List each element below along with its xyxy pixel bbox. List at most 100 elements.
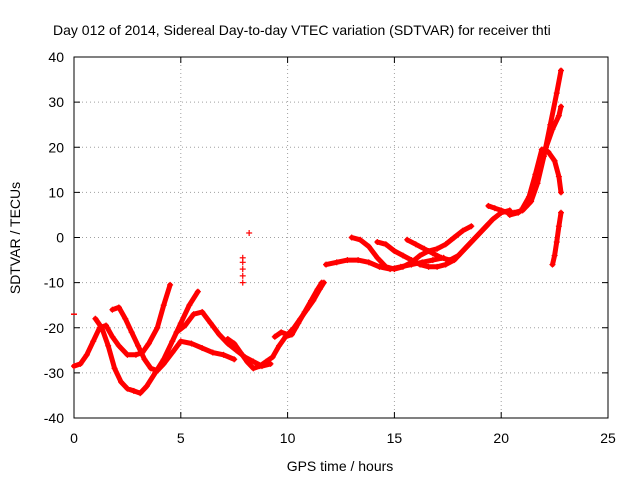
- data-point: [244, 358, 251, 365]
- y-tick-label: -20: [44, 320, 64, 336]
- plot-area: [71, 67, 565, 397]
- data-point: [374, 239, 381, 246]
- x-tick-label: 0: [70, 430, 78, 446]
- data-point: [468, 223, 475, 230]
- data-point: [239, 266, 246, 273]
- data-point: [124, 385, 131, 392]
- data-point: [558, 103, 565, 110]
- data-point: [555, 112, 562, 119]
- data-point: [130, 387, 137, 394]
- data-point: [271, 333, 278, 340]
- y-tick-label: 20: [48, 139, 64, 155]
- data-point: [498, 207, 505, 214]
- data-point: [316, 286, 323, 293]
- series-arc-e-line: [225, 280, 325, 371]
- data-point: [489, 216, 496, 223]
- data-point: [481, 225, 488, 232]
- x-tick-label: 25: [600, 430, 616, 446]
- data-point: [188, 340, 195, 347]
- y-tick-label: 40: [48, 49, 64, 65]
- data-point: [105, 342, 112, 349]
- data-point: [111, 365, 118, 372]
- data-point: [269, 354, 276, 361]
- data-point: [109, 306, 116, 313]
- data-point: [555, 223, 562, 230]
- data-point: [417, 261, 424, 268]
- data-point: [455, 252, 462, 259]
- data-point: [278, 329, 285, 336]
- data-point: [297, 315, 304, 322]
- data-point: [323, 261, 330, 268]
- data-point: [549, 261, 556, 268]
- axis-ticks: [73, 56, 609, 419]
- data-point: [169, 349, 176, 356]
- grid: [74, 57, 608, 418]
- data-point: [303, 306, 310, 313]
- data-point: [169, 338, 176, 345]
- data-point: [190, 311, 197, 318]
- data-point: [365, 243, 372, 250]
- data-point: [276, 342, 283, 349]
- data-point: [391, 266, 398, 273]
- data-point: [382, 263, 389, 270]
- data-point: [551, 157, 558, 164]
- data-point: [246, 229, 253, 236]
- data-point: [267, 360, 274, 367]
- data-point: [451, 234, 458, 241]
- y-tick-label: 30: [48, 94, 64, 110]
- data-point: [115, 342, 122, 349]
- data-point: [250, 358, 257, 365]
- series-arc-n-line: [550, 210, 564, 268]
- data-point: [154, 367, 161, 374]
- data-point: [250, 365, 257, 372]
- data-point: [124, 351, 131, 358]
- data-point: [515, 209, 522, 216]
- data-point: [199, 308, 206, 315]
- x-tick-label: 5: [177, 430, 185, 446]
- data-point: [355, 257, 362, 264]
- data-point: [545, 148, 552, 155]
- series-arc-f-line: [272, 280, 327, 340]
- data-point: [143, 383, 150, 390]
- data-point: [525, 193, 532, 200]
- data-point: [132, 351, 139, 358]
- data-point: [141, 356, 148, 363]
- data-point: [538, 146, 545, 153]
- data-point: [122, 315, 129, 322]
- data-point: [553, 239, 560, 246]
- data-point: [374, 254, 381, 261]
- data-point: [348, 234, 355, 241]
- data-point: [186, 302, 193, 309]
- data-point: [412, 241, 419, 248]
- data-point: [160, 302, 167, 309]
- data-point: [506, 211, 513, 218]
- data-point: [90, 338, 97, 345]
- data-point: [485, 202, 492, 209]
- data-point: [404, 236, 411, 243]
- data-point: [128, 329, 135, 336]
- data-point: [459, 227, 466, 234]
- data-point: [194, 288, 201, 295]
- data-point: [472, 234, 479, 241]
- data-point: [344, 257, 351, 264]
- data-point: [115, 304, 122, 311]
- data-point: [438, 254, 445, 261]
- data-point: [220, 351, 227, 358]
- y-tick-label: -40: [44, 410, 64, 426]
- y-tick-label: 10: [48, 184, 64, 200]
- data-point: [117, 378, 124, 385]
- data-point: [442, 241, 449, 248]
- x-tick-label: 15: [387, 430, 403, 446]
- data-point: [365, 259, 372, 266]
- data-point: [376, 263, 383, 270]
- data-point: [558, 67, 565, 74]
- data-point: [553, 90, 560, 97]
- data-point: [357, 236, 364, 243]
- data-point: [491, 205, 498, 212]
- y-tick-label: -10: [44, 275, 64, 291]
- data-point: [429, 257, 436, 264]
- data-point: [558, 189, 565, 196]
- data-point: [231, 340, 238, 347]
- data-point: [421, 245, 428, 252]
